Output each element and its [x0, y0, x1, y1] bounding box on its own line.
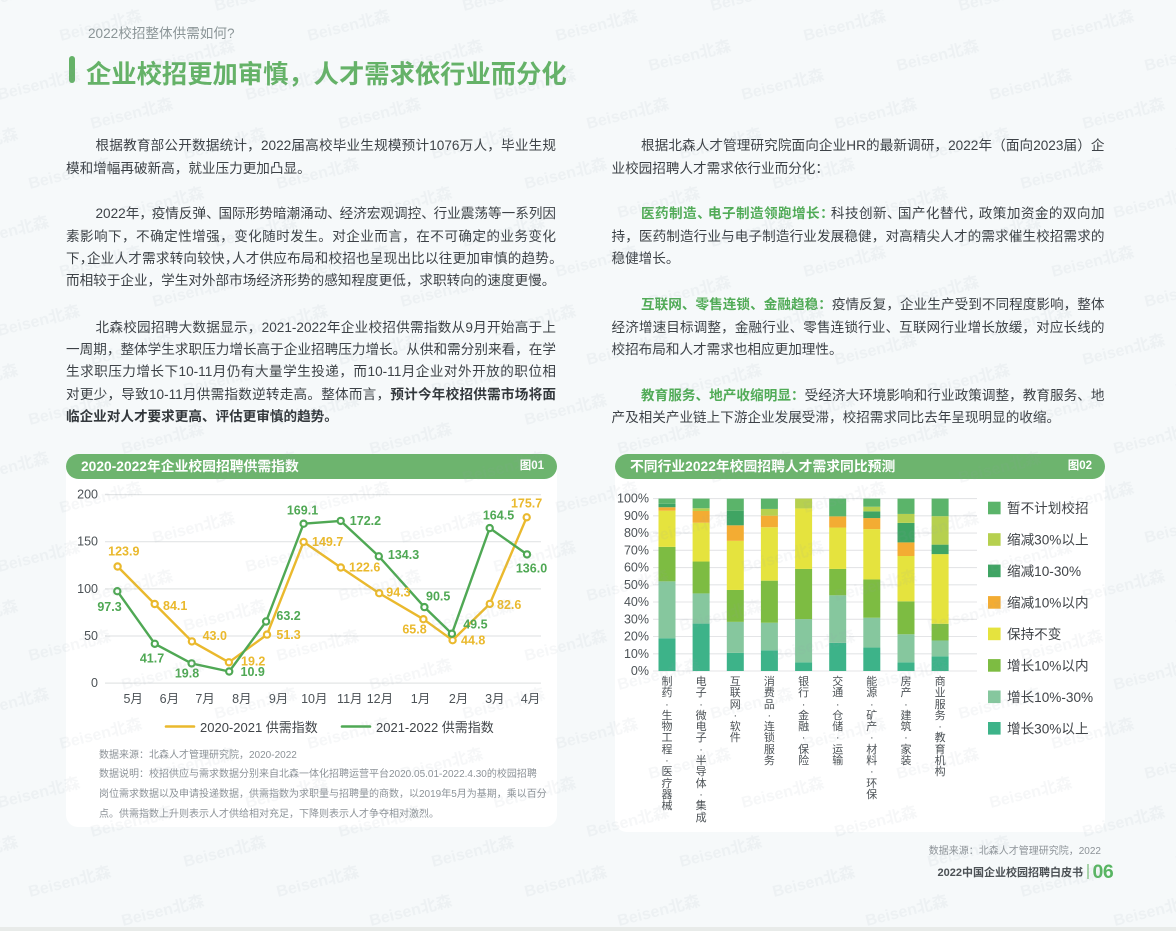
svg-text:0: 0	[91, 676, 98, 690]
svg-text:2020-2021 供需指数: 2020-2021 供需指数	[200, 720, 318, 735]
svg-text:7月: 7月	[195, 692, 214, 706]
svg-text:5月: 5月	[123, 692, 142, 706]
svg-text:100%: 100%	[617, 492, 649, 506]
svg-text:82.6: 82.6	[497, 598, 521, 612]
svg-text:172.2: 172.2	[350, 514, 381, 528]
svg-text:10月: 10月	[301, 692, 327, 706]
svg-text:49.5: 49.5	[463, 617, 487, 631]
svg-text:12月: 12月	[367, 692, 393, 706]
svg-text:19.8: 19.8	[175, 667, 199, 681]
svg-text:3月: 3月	[485, 692, 504, 706]
svg-text:43.0: 43.0	[203, 629, 227, 643]
svg-text:19.2: 19.2	[241, 654, 265, 668]
svg-text:暂不计划校招: 暂不计划校招	[1007, 500, 1089, 516]
svg-text:缩减10-30%: 缩减10-30%	[1007, 564, 1081, 579]
svg-text:4月: 4月	[521, 692, 540, 706]
svg-text:20%: 20%	[624, 630, 649, 644]
svg-text:70%: 70%	[624, 543, 649, 557]
svg-text:97.3: 97.3	[97, 600, 121, 614]
svg-text:9月: 9月	[269, 692, 288, 706]
svg-text:175.7: 175.7	[511, 497, 542, 511]
svg-text:8月: 8月	[232, 692, 251, 706]
svg-text:136.0: 136.0	[516, 562, 547, 576]
svg-text:11月: 11月	[337, 692, 362, 706]
svg-text:缩减30%以上: 缩减30%以上	[1007, 533, 1089, 548]
svg-text:164.5: 164.5	[483, 509, 514, 523]
svg-text:40%: 40%	[624, 595, 649, 609]
svg-text:65.8: 65.8	[402, 623, 426, 637]
svg-text:30%: 30%	[624, 612, 649, 626]
svg-text:169.1: 169.1	[287, 504, 318, 518]
svg-text:增长30%以上: 增长30%以上	[1007, 721, 1089, 736]
svg-text:150: 150	[77, 535, 98, 549]
svg-text:2021-2022 供需指数: 2021-2022 供需指数	[376, 720, 494, 735]
svg-text:10%: 10%	[624, 647, 649, 661]
svg-text:123.9: 123.9	[108, 545, 139, 559]
svg-text:134.3: 134.3	[388, 548, 419, 562]
svg-text:94.3: 94.3	[386, 586, 410, 600]
svg-text:0%: 0%	[631, 664, 649, 678]
svg-text:50: 50	[84, 629, 98, 643]
svg-text:90.5: 90.5	[426, 590, 450, 604]
svg-text:1月: 1月	[411, 692, 430, 706]
svg-text:6月: 6月	[160, 692, 179, 706]
svg-text:51.3: 51.3	[276, 628, 300, 642]
svg-text:122.6: 122.6	[349, 561, 380, 575]
svg-text:增长10%-30%: 增长10%-30%	[1007, 690, 1093, 705]
svg-text:149.7: 149.7	[312, 535, 343, 549]
svg-text:50%: 50%	[624, 578, 649, 592]
svg-text:增长10%以内: 增长10%以内	[1007, 658, 1089, 673]
svg-text:200: 200	[77, 488, 98, 502]
svg-text:90%: 90%	[624, 509, 649, 523]
svg-text:84.1: 84.1	[163, 599, 187, 613]
svg-text:63.2: 63.2	[276, 609, 300, 623]
svg-text:44.8: 44.8	[461, 634, 485, 648]
svg-text:60%: 60%	[624, 561, 649, 575]
svg-text:100: 100	[77, 582, 98, 596]
svg-text:10.9: 10.9	[241, 665, 265, 679]
svg-text:保持不变: 保持不变	[1007, 627, 1061, 642]
svg-text:41.7: 41.7	[140, 652, 164, 666]
svg-text:2月: 2月	[449, 692, 468, 706]
svg-text:缩减10%以内: 缩减10%以内	[1007, 595, 1089, 610]
svg-text:80%: 80%	[624, 526, 649, 540]
